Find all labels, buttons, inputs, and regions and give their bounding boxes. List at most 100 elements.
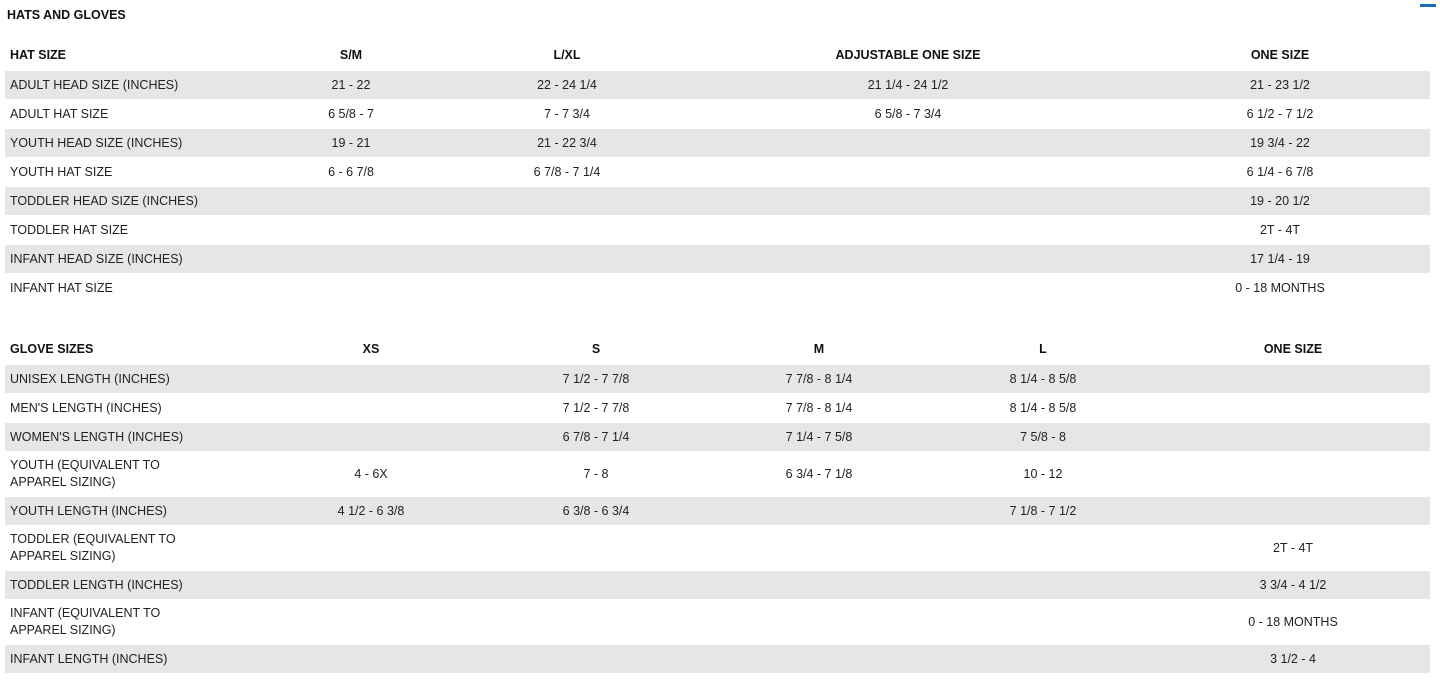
column-header: M — [813, 342, 825, 356]
table-cell: 0 - 18 MONTHS — [1248, 614, 1338, 629]
table-cell — [930, 571, 1156, 599]
table-cell: 6 5/8 - 7 3/4 — [874, 107, 942, 121]
table-cell — [258, 423, 484, 451]
row-label: INFANT HAT SIZE — [10, 281, 113, 295]
table-cell: 8 1/4 - 8 5/8 — [930, 365, 1156, 393]
table-cell — [686, 129, 1130, 157]
table-cell: 10 - 12 — [1023, 466, 1063, 481]
table-cell: 8 1/4 - 8 5/8 — [1009, 401, 1077, 415]
table-row: YOUTH HEAD SIZE (INCHES) 19 - 21 21 - 22 3… — [5, 129, 1430, 157]
table-cell: 6 1/4 - 6 7/8 — [1246, 165, 1314, 179]
table-cell: 6 7/8 - 7 1/4 — [533, 165, 601, 179]
table-cell: 6 1/2 - 7 1/2 — [1246, 107, 1314, 121]
row-label: YOUTH (EQUIVALENT TO APPAREL SIZING) — [10, 458, 160, 489]
table-row: TODDLER HAT SIZE 2T - 4T — [5, 216, 1430, 244]
table-cell — [448, 187, 686, 215]
table-cell — [258, 526, 484, 570]
table-cell — [708, 645, 930, 673]
table-cell — [258, 600, 484, 644]
table-row: YOUTH LENGTH (INCHES) 4 1/2 - 6 3/8 6 3/8 … — [5, 497, 1430, 525]
table-cell — [1156, 394, 1430, 422]
table-cell: 0 - 18 MONTHS — [1235, 281, 1325, 295]
table-cell — [484, 571, 708, 599]
table-cell — [448, 216, 686, 244]
table-cell: 2T - 4T — [1259, 223, 1301, 237]
table-cell: 6 3/4 - 7 1/8 — [785, 466, 853, 481]
page-title: HATS AND GLOVES — [7, 8, 126, 22]
table-cell: 6 3/8 - 6 3/4 — [484, 497, 708, 525]
row-label: YOUTH HAT SIZE — [10, 165, 113, 179]
glove-size-table: GLOVE SIZES XS S M L ONE SIZE UNISEX LENGTH (… — [5, 333, 1430, 674]
table-cell — [708, 600, 930, 644]
table-cell — [686, 274, 1130, 302]
row-label: TODDLER (EQUIVALENT TO APPAREL SIZING) — [10, 532, 176, 563]
row-label: WOMEN'S LENGTH (INCHES) — [5, 423, 258, 451]
table-cell: 21 - 23 1/2 — [1130, 71, 1430, 99]
table-cell — [686, 187, 1130, 215]
table-row: INFANT LENGTH (INCHES) 3 1/2 - 4 — [5, 645, 1430, 673]
table-cell: 6 7/8 - 7 1/4 — [484, 423, 708, 451]
table-cell: 3 3/4 - 4 1/2 — [1156, 571, 1430, 599]
table-cell: 4 1/2 - 6 3/8 — [258, 497, 484, 525]
table-cell: 7 1/2 - 7 7/8 — [484, 365, 708, 393]
table-cell: 7 1/2 - 7 7/8 — [562, 401, 630, 415]
table-row: MEN'S LENGTH (INCHES) 7 1/2 - 7 7/8 7 7/8 … — [5, 394, 1430, 422]
table-cell — [484, 645, 708, 673]
table-cell — [258, 645, 484, 673]
table-cell — [930, 526, 1156, 570]
row-label: TODDLER HEAD SIZE (INCHES) — [5, 187, 254, 215]
table-cell — [686, 216, 1130, 244]
table-cell: 4 - 6X — [354, 466, 388, 481]
table-cell — [708, 526, 930, 570]
table-row: UNISEX LENGTH (INCHES) 7 1/2 - 7 7/8 7 7/8… — [5, 365, 1430, 393]
table-cell: 7 7/8 - 8 1/4 — [708, 365, 930, 393]
table-cell — [448, 245, 686, 273]
table-cell: 21 - 22 3/4 — [448, 129, 686, 157]
column-header: L/XL — [553, 48, 581, 62]
table-cell — [1156, 365, 1430, 393]
table-cell: 19 - 20 1/2 — [1130, 187, 1430, 215]
table-row: INFANT HAT SIZE 0 - 18 MONTHS — [5, 274, 1430, 302]
table-row: YOUTH (EQUIVALENT TO APPAREL SIZING) 4 - … — [5, 452, 1430, 496]
table-cell — [686, 158, 1130, 186]
column-header: XS — [362, 342, 380, 356]
row-label: MEN'S LENGTH (INCHES) — [10, 401, 162, 415]
table-cell — [1156, 452, 1430, 496]
table-row: INFANT (EQUIVALENT TO APPAREL SIZING) 0 -… — [5, 600, 1430, 644]
table-row: INFANT HEAD SIZE (INCHES) 17 1/4 - 19 — [5, 245, 1430, 273]
table-cell: 7 1/4 - 7 5/8 — [708, 423, 930, 451]
table-cell — [258, 365, 484, 393]
hat-size-table: HAT SIZE S/M L/XL ADJUSTABLE ONE SIZE ONE SI… — [5, 39, 1430, 303]
table-row: WOMEN'S LENGTH (INCHES) 6 7/8 - 7 1/4 7 1/… — [5, 423, 1430, 451]
column-header: L — [1039, 342, 1047, 356]
table-cell — [686, 245, 1130, 273]
table-cell — [484, 526, 708, 570]
row-label: INFANT (EQUIVALENT TO APPAREL SIZING) — [10, 606, 161, 637]
table-header-row: GLOVE SIZES XS S M L ONE SIZE — [5, 334, 1430, 364]
table-cell: 7 1/8 - 7 1/2 — [930, 497, 1156, 525]
column-header: GLOVE SIZES — [10, 342, 94, 356]
table-cell — [448, 274, 686, 302]
table-cell: 6 - 6 7/8 — [328, 165, 374, 179]
column-header: ONE SIZE — [1263, 342, 1323, 356]
table-cell — [1156, 497, 1430, 525]
table-cell — [254, 274, 448, 302]
row-label: YOUTH HEAD SIZE (INCHES) — [5, 129, 254, 157]
column-header: S/M — [339, 48, 363, 62]
row-label: ADULT HAT SIZE — [10, 107, 109, 121]
table-cell: 7 - 8 — [583, 466, 609, 481]
table-cell: 3 1/2 - 4 — [1156, 645, 1430, 673]
table-cell — [930, 645, 1156, 673]
table-cell: 2T - 4T — [1272, 540, 1314, 555]
table-cell: 7 - 7 3/4 — [544, 107, 590, 121]
table-cell: 19 - 21 — [254, 129, 448, 157]
table-cell — [708, 497, 930, 525]
minimize-icon[interactable] — [1420, 4, 1436, 7]
row-label: TODDLER LENGTH (INCHES) — [5, 571, 258, 599]
table-cell — [254, 216, 448, 244]
table-cell: 21 - 22 — [254, 71, 448, 99]
table-row: YOUTH HAT SIZE 6 - 6 7/8 6 7/8 - 7 1/4 6 1/… — [5, 158, 1430, 186]
table-row: TODDLER HEAD SIZE (INCHES) 19 - 20 1/2 — [5, 187, 1430, 215]
table-cell — [930, 600, 1156, 644]
table-cell — [708, 571, 930, 599]
